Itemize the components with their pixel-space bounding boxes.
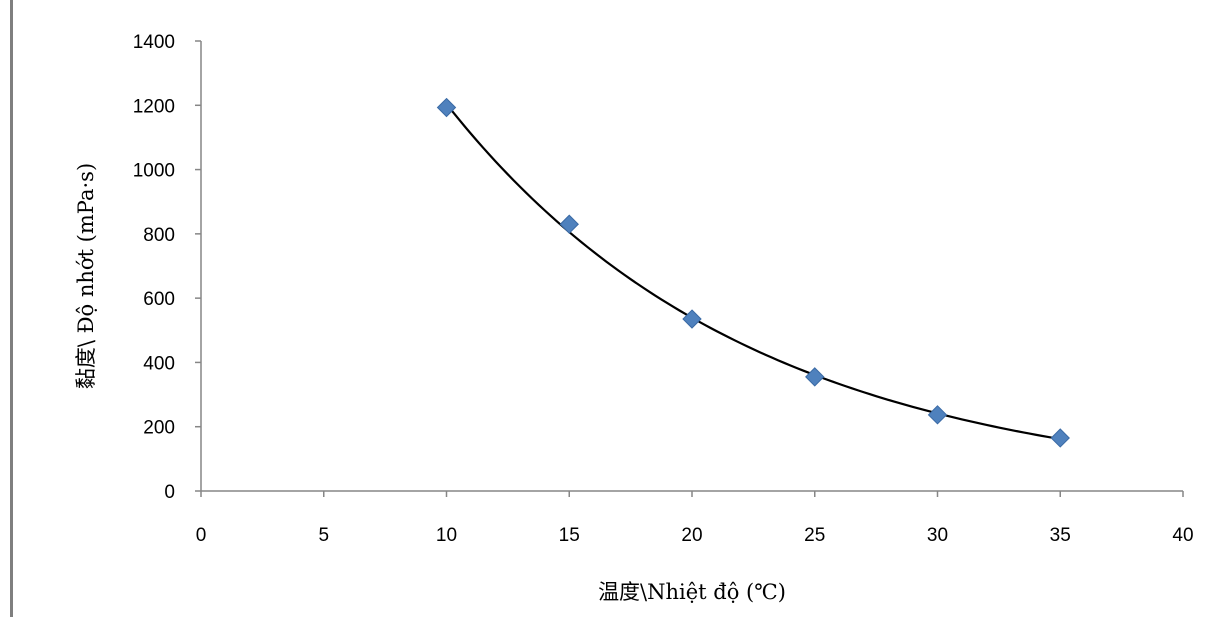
y-tick-label: 0	[164, 482, 175, 503]
x-tick-label: 0	[196, 525, 207, 546]
data-point-diamond	[436, 97, 457, 118]
x-tick-label: 40	[1172, 525, 1193, 546]
x-tick-label: 35	[1050, 525, 1071, 546]
y-tick-label: 1400	[133, 32, 175, 53]
y-tick-label: 1200	[133, 96, 175, 117]
y-tick-label: 600	[143, 289, 175, 310]
x-axis-ticks: 0 5 10 15 20 25 30 35 40	[196, 491, 1194, 546]
data-point-diamond	[559, 214, 579, 234]
x-axis-title: 温度\Nhiệt độ (℃)	[598, 580, 786, 604]
x-tick-label: 20	[681, 525, 702, 546]
data-point-diamond	[682, 309, 702, 329]
trendline-group	[445, 103, 1061, 441]
x-tick-label: 30	[927, 525, 948, 546]
y-axis-title: 黏度\ Độ nhớt (mPa·s)	[74, 163, 98, 389]
data-point-diamond	[927, 405, 948, 425]
x-tick-label: 5	[318, 525, 329, 546]
y-tick-label: 200	[143, 418, 175, 439]
data-points	[436, 97, 1070, 448]
y-tick-label: 400	[143, 353, 175, 374]
left-border-rule	[10, 0, 13, 617]
data-point-diamond	[1050, 428, 1070, 448]
y-tick-label: 1000	[133, 161, 175, 182]
y-tick-label: 800	[143, 225, 175, 246]
x-tick-label: 10	[436, 525, 457, 546]
y-axis-ticks: 0 200 400 600 800 1000 1200 1400	[133, 32, 201, 503]
x-tick-label: 25	[804, 525, 825, 546]
exponential-trendline	[445, 103, 1061, 441]
x-tick-label: 15	[559, 525, 580, 546]
data-point-diamond	[805, 367, 825, 387]
chart-axes	[200, 41, 1183, 492]
